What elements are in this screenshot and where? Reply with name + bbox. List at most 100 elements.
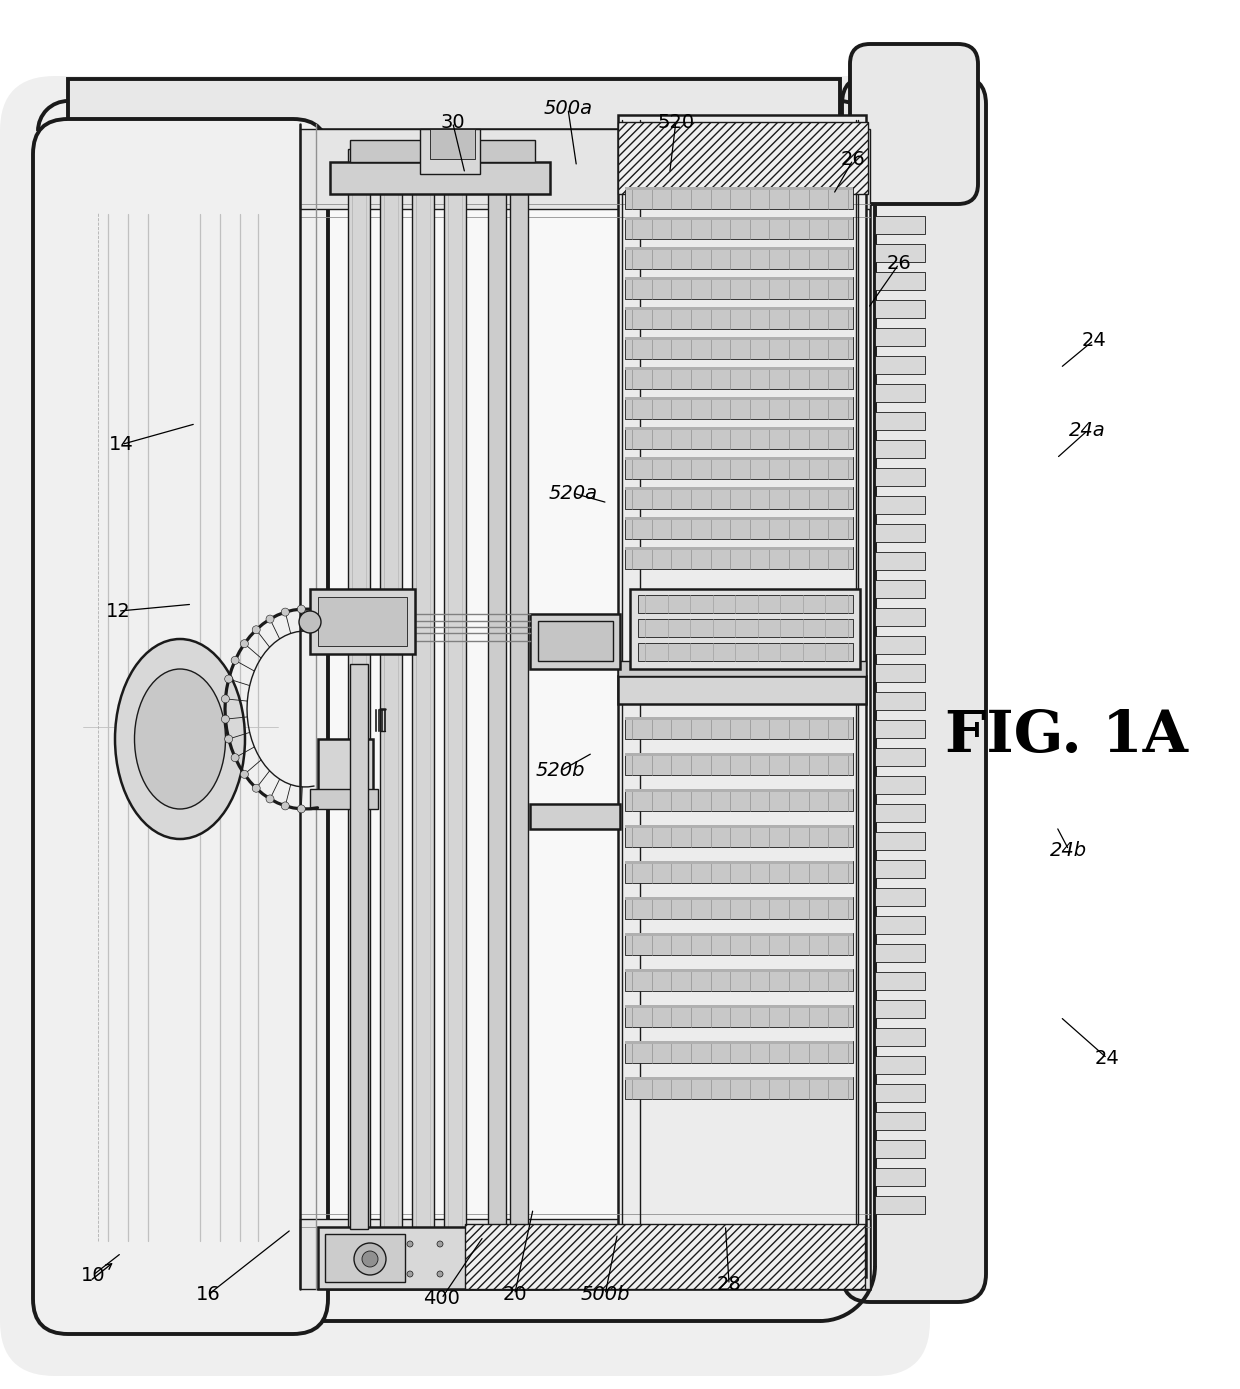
Bar: [625, 1040, 853, 1045]
Bar: [625, 457, 853, 460]
Bar: [639, 619, 853, 638]
Bar: [875, 888, 925, 906]
Ellipse shape: [231, 657, 239, 664]
Bar: [875, 1196, 925, 1214]
Ellipse shape: [436, 1271, 443, 1276]
Bar: [625, 488, 853, 490]
Bar: [639, 643, 853, 661]
Bar: [317, 597, 407, 646]
Polygon shape: [68, 79, 839, 131]
Bar: [875, 356, 925, 374]
Bar: [625, 717, 853, 720]
Bar: [420, 129, 480, 174]
Bar: [625, 933, 853, 956]
Bar: [325, 1233, 405, 1282]
Ellipse shape: [222, 694, 229, 703]
Bar: [625, 188, 853, 190]
Ellipse shape: [298, 804, 305, 813]
Text: 26: 26: [841, 150, 866, 169]
Bar: [875, 1083, 925, 1101]
Bar: [875, 945, 925, 963]
Bar: [639, 594, 853, 613]
Bar: [625, 367, 853, 389]
Ellipse shape: [314, 606, 321, 614]
Bar: [625, 397, 853, 419]
Bar: [350, 140, 534, 163]
Bar: [625, 307, 853, 310]
Text: 520b: 520b: [536, 761, 585, 781]
Bar: [625, 307, 853, 329]
Bar: [625, 338, 853, 358]
Ellipse shape: [267, 795, 274, 803]
Bar: [625, 861, 853, 883]
Bar: [875, 636, 925, 654]
Ellipse shape: [231, 754, 239, 761]
Bar: [875, 720, 925, 738]
Bar: [529, 804, 620, 829]
Bar: [875, 300, 925, 318]
Bar: [625, 247, 853, 250]
Bar: [489, 149, 506, 1270]
Bar: [625, 825, 853, 828]
Bar: [875, 413, 925, 431]
Bar: [618, 661, 866, 676]
Bar: [875, 1028, 925, 1046]
Bar: [875, 1140, 925, 1158]
Bar: [618, 676, 866, 704]
Text: 24a: 24a: [1069, 421, 1106, 440]
Bar: [625, 276, 853, 281]
Bar: [875, 1113, 925, 1131]
Text: FIG. 1A: FIG. 1A: [945, 708, 1188, 764]
Bar: [300, 129, 870, 208]
Ellipse shape: [267, 615, 274, 624]
Bar: [300, 129, 870, 1289]
Ellipse shape: [281, 608, 289, 617]
Bar: [310, 589, 415, 654]
Ellipse shape: [299, 611, 321, 633]
Ellipse shape: [115, 639, 246, 839]
Bar: [625, 517, 853, 519]
Bar: [875, 804, 925, 822]
Bar: [625, 1076, 853, 1099]
Text: 26: 26: [887, 254, 911, 274]
Bar: [317, 739, 373, 795]
Bar: [875, 915, 925, 933]
Text: 400: 400: [423, 1289, 460, 1308]
Bar: [875, 832, 925, 850]
Ellipse shape: [222, 715, 229, 724]
Bar: [625, 488, 853, 508]
Bar: [875, 608, 925, 626]
Bar: [625, 970, 853, 972]
Bar: [444, 149, 466, 1270]
Ellipse shape: [224, 675, 233, 683]
Text: 24: 24: [1081, 331, 1106, 350]
Bar: [875, 524, 925, 542]
Bar: [430, 129, 475, 158]
Text: 30: 30: [440, 113, 465, 132]
Bar: [875, 496, 925, 514]
Bar: [618, 115, 866, 1276]
Bar: [875, 1056, 925, 1074]
Bar: [625, 426, 853, 431]
Ellipse shape: [353, 1243, 386, 1275]
Bar: [875, 664, 925, 682]
Ellipse shape: [224, 735, 233, 743]
Bar: [625, 1040, 853, 1063]
Bar: [875, 468, 925, 486]
Bar: [625, 1076, 853, 1081]
Bar: [875, 1000, 925, 1018]
Bar: [625, 789, 853, 811]
Ellipse shape: [281, 801, 289, 810]
Bar: [625, 247, 853, 269]
Bar: [529, 614, 620, 669]
Bar: [350, 664, 368, 1229]
Bar: [875, 972, 925, 990]
FancyBboxPatch shape: [33, 119, 329, 1333]
Text: 24b: 24b: [1050, 840, 1087, 860]
Ellipse shape: [362, 1251, 378, 1267]
Text: 20: 20: [502, 1285, 527, 1304]
Bar: [625, 217, 853, 239]
Bar: [625, 933, 853, 936]
Text: 500a: 500a: [543, 99, 593, 118]
Ellipse shape: [298, 606, 305, 613]
